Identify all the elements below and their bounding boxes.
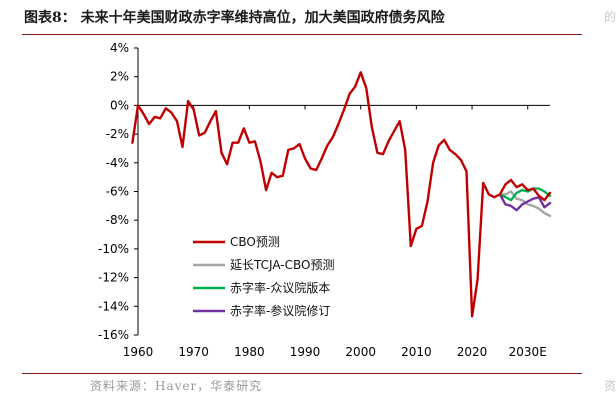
title-divider	[22, 34, 582, 35]
series-line-0	[131, 71, 552, 318]
legend-label-3: 赤字率-参议院修订	[230, 303, 330, 318]
x-tick-label: 1990	[290, 345, 321, 359]
y-tick-label: 2%	[110, 70, 129, 84]
y-tick-label: -16%	[98, 328, 129, 342]
legend-label-2: 赤字率-众议院版本	[230, 280, 330, 295]
y-tick-label: -14%	[98, 299, 129, 313]
chart-series-lines	[131, 71, 552, 318]
series-line-2	[498, 187, 552, 202]
chart-axes: 4% 2% 0% -2% -4% -6% -8% -10% -12% -14% -16% 1960 19…	[98, 41, 550, 359]
x-tick-label: 1980	[234, 345, 265, 359]
y-tick-label: -4%	[106, 156, 129, 170]
y-tick-label: 0%	[110, 98, 129, 112]
source-note: 资料来源：Haver，华泰研究	[90, 379, 263, 393]
clipped-edge-text-top: 的	[604, 10, 616, 24]
x-tick-label: 2010	[401, 345, 432, 359]
clipped-edge-text-bottom: 资	[604, 379, 616, 393]
y-tick-label: -2%	[106, 127, 129, 141]
y-tick-label: -8%	[106, 213, 129, 227]
x-tick-label: 2000	[345, 345, 376, 359]
series-line-3	[498, 193, 552, 212]
x-tick-label: 1970	[178, 345, 209, 359]
source-divider	[22, 373, 582, 374]
legend-label-0: CBO预测	[230, 235, 280, 249]
chart-title: 图表8： 未来十年美国财政赤字率维持高位，加大美国政府债务风险	[24, 10, 445, 26]
x-tick-label: 2030E	[509, 345, 547, 359]
y-tick-label: -6%	[106, 185, 129, 199]
x-tick-label: 1960	[123, 345, 154, 359]
x-tick-label: 2020	[457, 345, 488, 359]
y-tick-label: 4%	[110, 41, 129, 55]
y-tick-label: -10%	[98, 242, 129, 256]
legend-label-1: 延长TCJA-CBO预测	[230, 258, 334, 272]
y-tick-label: -12%	[98, 271, 129, 285]
